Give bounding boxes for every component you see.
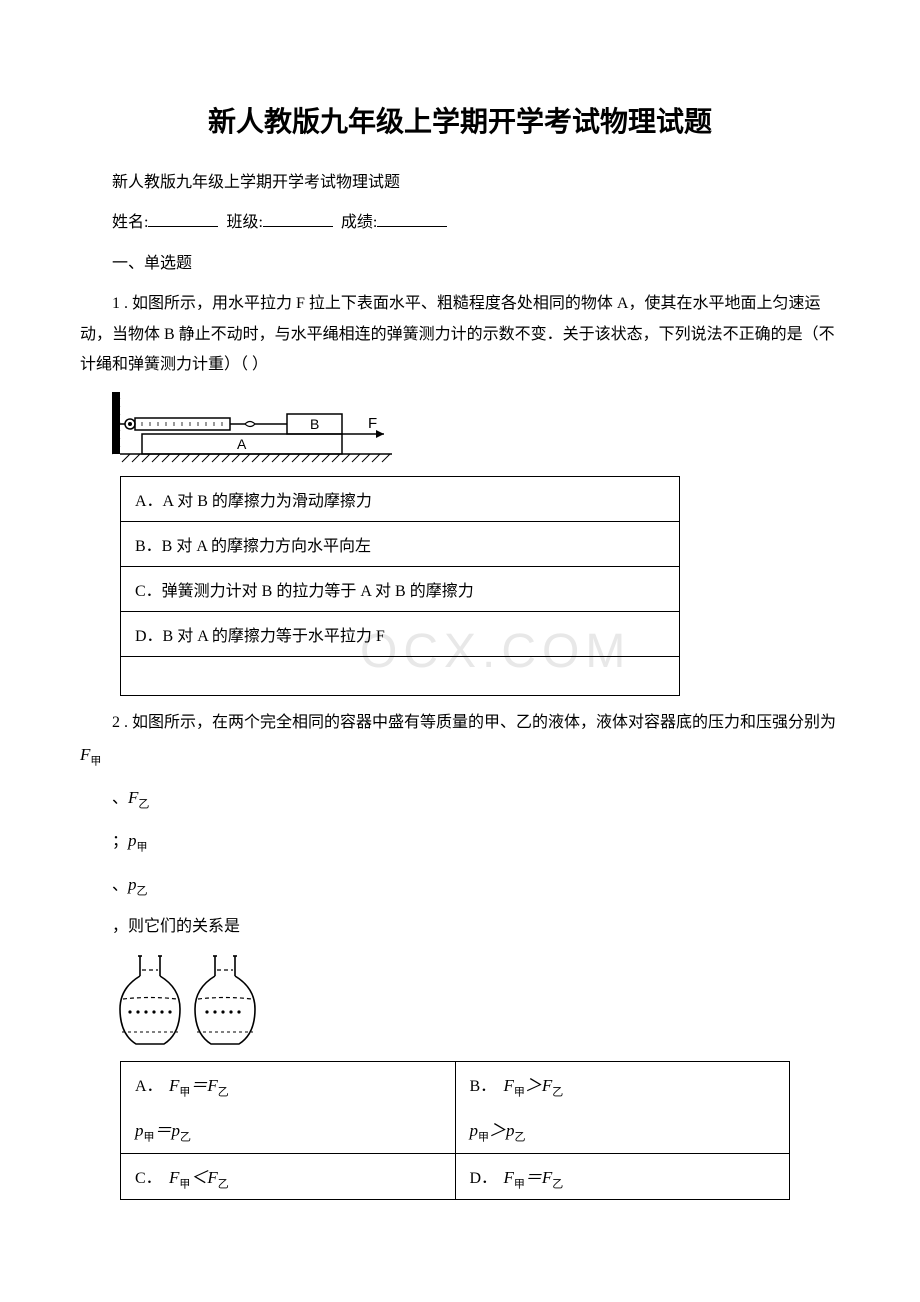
q2-line3: ；p甲: [80, 825, 840, 858]
q2-sym-fyi: F乙: [128, 788, 149, 807]
q2-svg: [112, 954, 267, 1049]
q2-options-table: A． F甲＝F乙 B． F甲＞F乙 p甲＝p乙 p甲＞p乙 C． F甲＜F乙 D…: [120, 1061, 790, 1200]
subtitle: 新人教版九年级上学期开学考试物理试题: [80, 168, 840, 198]
q2-opt-a-expr2: p甲＝p乙: [135, 1121, 191, 1140]
q1-label-b: B: [310, 416, 319, 432]
q2-opt-d-label: D．: [470, 1164, 500, 1188]
q1-label-a: A: [237, 436, 247, 452]
q1-opt-b: B．B 对 A 的摩擦力方向水平向左: [121, 522, 680, 567]
q2-opt-b-row1: B． F甲＞F乙: [455, 1062, 790, 1108]
score-label: 成绩:: [341, 214, 377, 231]
section-heading: 一、单选题: [80, 249, 840, 279]
q1-label-f: F: [368, 415, 377, 432]
q2-opt-a-expr1: F甲＝F乙: [169, 1076, 229, 1095]
name-label: 姓名:: [112, 214, 148, 231]
q2-opt-c-expr: F甲＜F乙: [169, 1168, 229, 1187]
q2-stem-text: 2 . 如图所示，在两个完全相同的容器中盛有等质量的甲、乙的液体，液体对容器底的…: [112, 714, 836, 731]
q2-line4: 、p乙: [80, 869, 840, 902]
q1-options-table: A．A 对 B 的摩擦力为滑动摩擦力 B．B 对 A 的摩擦力方向水平向左 C．…: [120, 476, 680, 696]
q2-opt-d: D． F甲＝F乙: [455, 1154, 790, 1200]
q2-opt-d-expr: F甲＝F乙: [504, 1168, 564, 1187]
q2-sep3: 、: [112, 877, 128, 894]
q2-opt-a-row2: p甲＝p乙: [121, 1108, 456, 1154]
q2-opt-a-row1: A． F甲＝F乙: [121, 1062, 456, 1108]
q1-opt-a: A．A 对 B 的摩擦力为滑动摩擦力: [121, 477, 680, 522]
score-blank: [377, 211, 447, 227]
page-title: 新人教版九年级上学期开学考试物理试题: [80, 100, 840, 140]
q2-sym-pyi: p乙: [128, 875, 148, 894]
q2-sep1: 、: [112, 790, 128, 807]
q2-opt-b-label: B．: [470, 1072, 500, 1096]
q2-sym-fjia: F甲: [80, 745, 101, 764]
q1-opt-blank: [121, 657, 680, 696]
name-blank: [148, 211, 218, 227]
q2-opt-b-row2: p甲＞p乙: [455, 1108, 790, 1154]
q2-tail: ，则它们的关系是: [80, 912, 840, 942]
q2-opt-c-label: C．: [135, 1164, 165, 1188]
q1-opt-d: D．B 对 A 的摩擦力等于水平拉力 F: [121, 612, 680, 657]
q2-line2: 、F乙: [80, 782, 840, 815]
class-blank: [263, 211, 333, 227]
q1-stem: 1 . 如图所示，用水平拉力 F 拉上下表面水平、粗糙程度各处相同的物体 A，使…: [80, 289, 840, 380]
q1-svg: A B F: [112, 392, 412, 464]
form-row: 姓名: 班级: 成绩:: [80, 208, 840, 238]
q2-opt-b-expr1: F甲＞F乙: [504, 1076, 564, 1095]
q2-opt-a-label: A．: [135, 1072, 165, 1096]
q2-stem: 2 . 如图所示，在两个完全相同的容器中盛有等质量的甲、乙的液体，液体对容器底的…: [80, 708, 840, 772]
class-label: 班级:: [226, 214, 262, 231]
q2-sym-pjia: p甲: [128, 831, 148, 850]
q2-opt-c: C． F甲＜F乙: [121, 1154, 456, 1200]
q2-sep2: ；: [112, 833, 128, 850]
q2-opt-b-expr2: p甲＞p乙: [470, 1121, 526, 1140]
q1-opt-c: C．弹簧测力计对 B 的拉力等于 A 对 B 的摩擦力: [121, 567, 680, 612]
q1-figure: A B F: [112, 392, 840, 464]
q2-figure: [112, 954, 840, 1049]
